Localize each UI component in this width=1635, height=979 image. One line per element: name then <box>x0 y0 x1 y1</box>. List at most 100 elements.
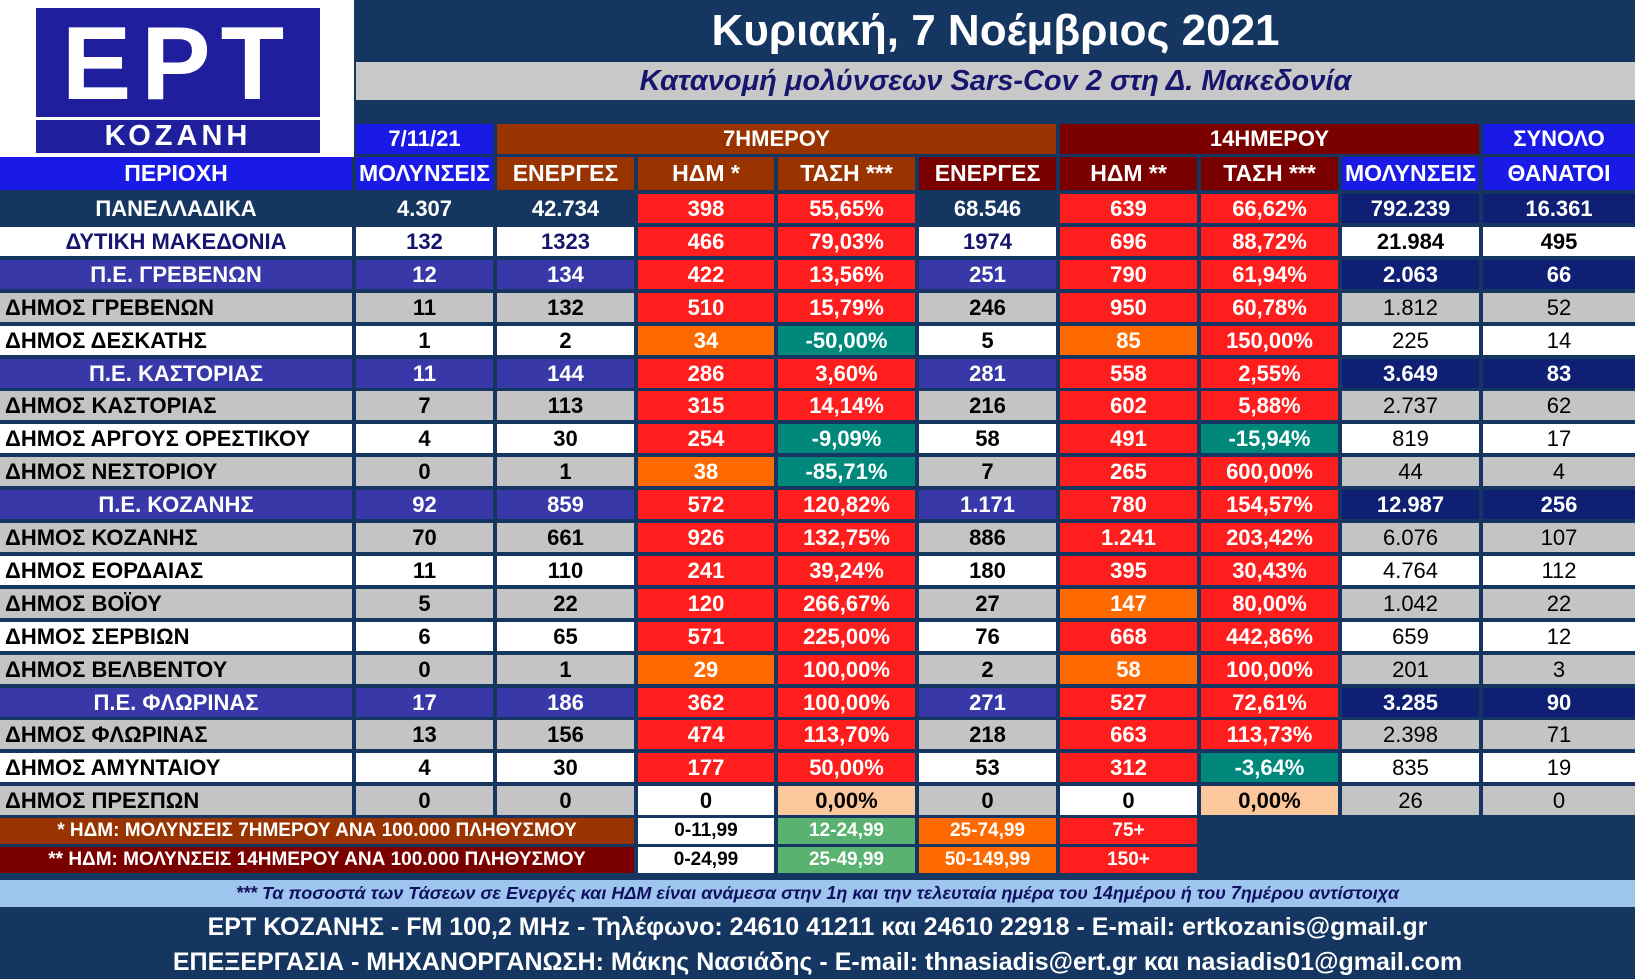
table-cell: 600,00% <box>1201 457 1338 486</box>
table-cell: -85,71% <box>778 457 915 486</box>
table-cell: 659 <box>1342 622 1479 651</box>
footer-credits: ΕΠΕΞΕΡΓΑΣΙΑ - ΜΗΧΑΝΟΡΓΑΝΩΣΗ: Μάκης Νασιά… <box>172 948 1463 976</box>
table-cell: 281 <box>919 359 1056 388</box>
table-cell: 17 <box>1483 424 1635 453</box>
table-cell: 120 <box>638 589 774 618</box>
table-cell: 696 <box>1060 227 1197 256</box>
table-cell: 668 <box>1060 622 1197 651</box>
table-cell: 510 <box>638 293 774 322</box>
table-cell: 265 <box>1060 457 1197 486</box>
table-cell: 246 <box>919 293 1056 322</box>
table-cell: 27 <box>919 589 1056 618</box>
table-cell: 5,88% <box>1201 391 1338 420</box>
table-cell: 88,72% <box>1201 227 1338 256</box>
table-cell: 1 <box>497 457 634 486</box>
logo-city: ΚΟΖΑΝΗ <box>36 120 320 153</box>
table-cell: 495 <box>1483 227 1635 256</box>
table-cell: 790 <box>1060 260 1197 289</box>
table-cell: 225 <box>1342 326 1479 355</box>
region-name: ΔΗΜΟΣ ΑΡΓΟΥΣ ΟΡΕΣΤΙΚΟΥ <box>0 424 352 453</box>
table-cell: 1.241 <box>1060 523 1197 552</box>
table-cell: 4 <box>356 753 493 782</box>
table-cell: 110 <box>497 556 634 585</box>
table-cell: 1 <box>356 326 493 355</box>
table-cell: 0 <box>638 786 774 815</box>
table-cell: 44 <box>1342 457 1479 486</box>
table-cell: 0,00% <box>1201 786 1338 815</box>
region-name: ΔΗΜΟΣ ΒΕΛΒΕΝΤΟΥ <box>0 655 352 684</box>
table-cell: 201 <box>1342 655 1479 684</box>
table-cell: 950 <box>1060 293 1197 322</box>
column-header: ΗΔΜ ** <box>1060 157 1197 190</box>
table-cell: 65 <box>497 622 634 651</box>
legend-range: 0-24,99 <box>638 847 774 873</box>
table-cell: 572 <box>638 490 774 519</box>
ert-logo: ΕΡΤ ΚΟΖΑΝΗ <box>0 0 354 157</box>
table-cell: 14,14% <box>778 391 915 420</box>
table-cell: 60,78% <box>1201 293 1338 322</box>
table-cell: 180 <box>919 556 1056 585</box>
legend-label: ** ΗΔΜ: ΜΟΛΥΝΣΕΙΣ 14ΗΜΕΡΟΥ ΑΝΑ 100.000 Π… <box>0 847 634 873</box>
table-cell: -50,00% <box>778 326 915 355</box>
table-cell: 71 <box>1483 720 1635 749</box>
table-cell: 58 <box>919 424 1056 453</box>
table-cell: 177 <box>638 753 774 782</box>
legend-range: 25-74,99 <box>919 818 1056 844</box>
table-cell: 144 <box>497 359 634 388</box>
table-cell: 442,86% <box>1201 622 1338 651</box>
table-cell: 859 <box>497 490 634 519</box>
table-cell: 886 <box>919 523 1056 552</box>
table-cell: 107 <box>1483 523 1635 552</box>
region-name: ΔΗΜΟΣ ΦΛΩΡΙΝΑΣ <box>0 720 352 749</box>
table-cell: 61,94% <box>1201 260 1338 289</box>
table-cell: 251 <box>919 260 1056 289</box>
table-cell: 150,00% <box>1201 326 1338 355</box>
table-cell: 11 <box>356 293 493 322</box>
region-name: Π.Ε. ΦΛΩΡΙΝΑΣ <box>0 688 352 717</box>
table-cell: 225,00% <box>778 622 915 651</box>
table-cell: 2.063 <box>1342 260 1479 289</box>
table-cell: 1.171 <box>919 490 1056 519</box>
table-cell: 3.649 <box>1342 359 1479 388</box>
table-cell: 0 <box>497 786 634 815</box>
table-cell: 85 <box>1060 326 1197 355</box>
table-cell: 132 <box>356 227 493 256</box>
table-cell: 6 <box>356 622 493 651</box>
table-cell: 558 <box>1060 359 1197 388</box>
legend-range: 150+ <box>1060 847 1197 873</box>
table-cell: 55,65% <box>778 194 915 223</box>
table-cell: 1 <box>497 655 634 684</box>
table-cell: 362 <box>638 688 774 717</box>
table-cell: 17 <box>356 688 493 717</box>
table-cell: 474 <box>638 720 774 749</box>
table-cell: 5 <box>356 589 493 618</box>
table-cell: 312 <box>1060 753 1197 782</box>
table-cell: 13,56% <box>778 260 915 289</box>
table-cell: 1.812 <box>1342 293 1479 322</box>
table-cell: 241 <box>638 556 774 585</box>
table-cell: 12 <box>1483 622 1635 651</box>
table-cell: 132,75% <box>778 523 915 552</box>
table-cell: 21.984 <box>1342 227 1479 256</box>
table-cell: -15,94% <box>1201 424 1338 453</box>
table-cell: 19 <box>1483 753 1635 782</box>
table-cell: 113 <box>497 391 634 420</box>
table-cell: 203,42% <box>1201 523 1338 552</box>
table-cell: 663 <box>1060 720 1197 749</box>
table-cell: 79,03% <box>778 227 915 256</box>
table-cell: 0 <box>1483 786 1635 815</box>
table-cell: 100,00% <box>1201 655 1338 684</box>
table-cell: 186 <box>497 688 634 717</box>
region-name: ΔΗΜΟΣ ΓΡΕΒΕΝΩΝ <box>0 293 352 322</box>
table-cell: 4 <box>1483 457 1635 486</box>
table-cell: 0 <box>356 457 493 486</box>
table-cell: 3,60% <box>778 359 915 388</box>
table-cell: 0 <box>356 786 493 815</box>
table-cell: 4 <box>356 424 493 453</box>
table-cell: 2,55% <box>1201 359 1338 388</box>
legend-range: 75+ <box>1060 818 1197 844</box>
table-cell: 835 <box>1342 753 1479 782</box>
table-cell: 80,00% <box>1201 589 1338 618</box>
column-header: ΜΟΛΥΝΣΕΙΣ <box>356 157 493 190</box>
legend-label: * ΗΔΜ: ΜΟΛΥΝΣΕΙΣ 7ΗΜΕΡΟΥ ΑΝΑ 100.000 ΠΛΗ… <box>0 818 634 844</box>
